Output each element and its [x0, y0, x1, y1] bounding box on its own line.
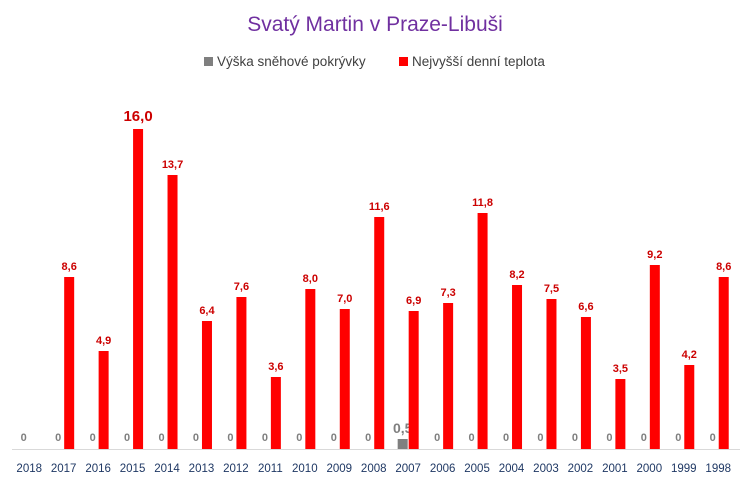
bar-temp-2008 — [374, 217, 385, 449]
legend-swatch-temp — [399, 57, 408, 66]
bar-temp-1998 — [718, 277, 729, 449]
x-tick-label-2008: 2008 — [361, 463, 387, 475]
x-tick-label-2000: 2000 — [637, 463, 663, 475]
x-tick-label-2002: 2002 — [568, 463, 594, 475]
data-label-snow-2017: 0 — [55, 432, 61, 444]
data-label-temp-2013: 6,4 — [199, 305, 215, 317]
bar-temp-2001 — [615, 379, 626, 449]
x-tick-label-1999: 1999 — [671, 463, 697, 475]
x-tick-label-2017: 2017 — [51, 463, 77, 475]
data-label-snow-2001: 0 — [606, 432, 612, 444]
data-label-snow-2010: 0 — [296, 432, 302, 444]
bar-temp-2015 — [133, 129, 144, 449]
data-label-temp-2004: 8,2 — [509, 269, 524, 281]
x-axis-ticks: 2018 2017 2016 2015 2014 2013 2012 2011 2010 2009… — [16, 463, 731, 475]
bar-temp-2016 — [98, 351, 109, 449]
legend-label-snow: Výška sněhové pokrývky — [217, 54, 366, 69]
bar-snow-2007 — [397, 439, 408, 449]
data-label-temp-2017: 8,6 — [62, 261, 77, 273]
data-label-temp-2008: 11,6 — [369, 201, 390, 213]
data-label-temp-2016: 4,9 — [96, 335, 111, 347]
data-label-temp-2000: 9,2 — [647, 249, 662, 261]
x-tick-label-2016: 2016 — [85, 463, 111, 475]
bar-temp-2014 — [167, 175, 178, 449]
bar-temp-2004 — [512, 285, 523, 449]
data-label-temp-2015: 16,0 — [123, 108, 152, 125]
bar-temp-2013 — [201, 321, 212, 449]
data-label-snow-2007: 0,5 — [393, 420, 413, 436]
bar-temp-2011 — [270, 377, 281, 449]
data-label-snow-2006: 0 — [434, 432, 440, 444]
x-tick-label-2015: 2015 — [120, 463, 146, 475]
x-tick-label-2014: 2014 — [154, 463, 180, 475]
chart-title: Svatý Martin v Praze-Libuši — [247, 13, 503, 36]
data-label-snow-1998: 0 — [710, 432, 716, 444]
x-tick-label-2013: 2013 — [189, 463, 215, 475]
data-label-snow-2018: 0 — [21, 432, 27, 444]
data-label-snow-1999: 0 — [675, 432, 681, 444]
data-label-temp-2001: 3,5 — [613, 363, 628, 375]
bar-temp-2007 — [408, 311, 419, 449]
data-label-temp-2007: 6,9 — [406, 295, 421, 307]
data-label-temp-2010: 8,0 — [303, 273, 318, 285]
bar-temp-2012 — [236, 297, 247, 449]
chart-marks: 0 0 8,6 0 4,9 0 16,0 0 13,7 0 6,4 0 7,6 0 3,6 0 8,0 0 7,0 0… — [21, 108, 731, 449]
data-label-snow-2014: 0 — [158, 432, 164, 444]
data-label-temp-1998: 8,6 — [716, 261, 731, 273]
data-label-snow-2000: 0 — [641, 432, 647, 444]
x-tick-label-1998: 1998 — [705, 463, 731, 475]
data-label-snow-2009: 0 — [331, 432, 337, 444]
data-label-snow-2011: 0 — [262, 432, 268, 444]
data-label-temp-2012: 7,6 — [234, 281, 249, 293]
bar-temp-1999 — [684, 365, 695, 449]
data-label-temp-2014: 13,7 — [162, 159, 183, 171]
data-label-snow-2002: 0 — [572, 432, 578, 444]
bar-temp-2009 — [339, 309, 350, 449]
data-label-snow-2008: 0 — [365, 432, 371, 444]
data-label-temp-2002: 6,6 — [578, 301, 593, 313]
data-label-snow-2005: 0 — [469, 432, 475, 444]
data-label-snow-2012: 0 — [227, 432, 233, 444]
data-label-snow-2016: 0 — [90, 432, 96, 444]
bar-temp-2000 — [649, 265, 660, 449]
x-tick-label-2018: 2018 — [16, 463, 42, 475]
x-tick-label-2003: 2003 — [533, 463, 559, 475]
data-label-temp-2003: 7,5 — [544, 283, 559, 295]
x-tick-label-2010: 2010 — [292, 463, 318, 475]
data-label-temp-2009: 7,0 — [337, 293, 352, 305]
legend-label-temp: Nejvyšší denní teplota — [412, 54, 545, 69]
data-label-snow-2013: 0 — [193, 432, 199, 444]
data-label-temp-2011: 3,6 — [268, 361, 283, 373]
x-tick-label-2004: 2004 — [499, 463, 525, 475]
legend-swatch-snow — [204, 57, 213, 66]
bar-temp-2010 — [305, 289, 316, 449]
x-tick-label-2006: 2006 — [430, 463, 456, 475]
data-label-temp-1999: 4,2 — [682, 349, 697, 361]
legend: Výška sněhové pokrývky Nejvyšší denní te… — [204, 54, 545, 69]
x-tick-label-2011: 2011 — [258, 463, 283, 475]
data-label-snow-2015: 0 — [124, 432, 130, 444]
bar-temp-2006 — [443, 303, 454, 449]
bar-temp-2005 — [477, 213, 488, 449]
x-tick-label-2012: 2012 — [223, 463, 249, 475]
x-tick-label-2007: 2007 — [395, 463, 421, 475]
data-label-temp-2005: 11,8 — [472, 197, 493, 209]
bar-temp-2003 — [546, 299, 557, 449]
data-label-snow-2003: 0 — [537, 432, 543, 444]
x-tick-label-2001: 2001 — [602, 463, 628, 475]
bar-temp-2017 — [64, 277, 75, 449]
bar-temp-2002 — [580, 317, 591, 449]
data-label-snow-2004: 0 — [503, 432, 509, 444]
x-tick-label-2009: 2009 — [326, 463, 352, 475]
x-tick-label-2005: 2005 — [464, 463, 490, 475]
data-label-temp-2006: 7,3 — [440, 287, 455, 299]
